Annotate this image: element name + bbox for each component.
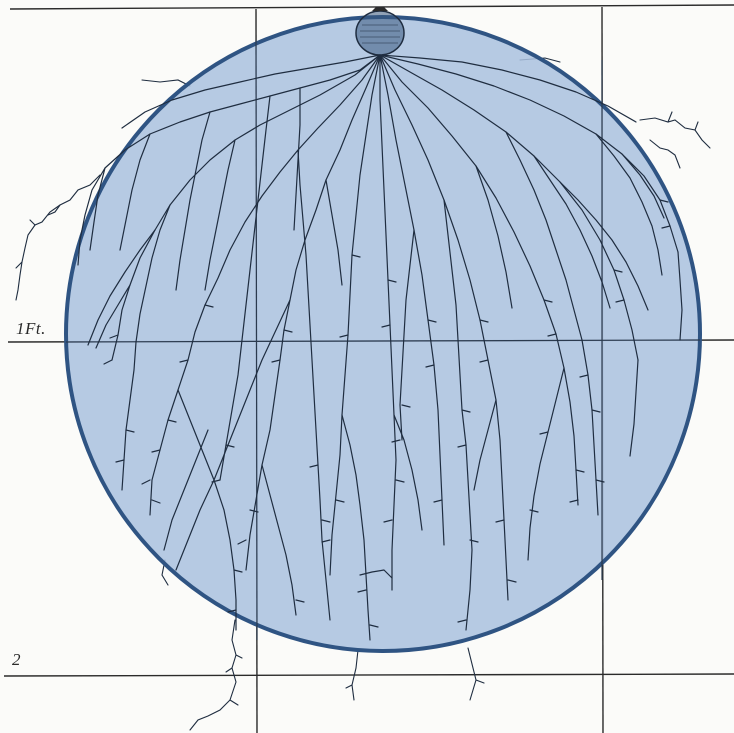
root-system [77,54,683,641]
bulb-hatching [360,24,400,44]
grid-top-line [9,4,734,10]
grid-left-vertical-overlay [255,39,258,641]
grid-1ft-line-overlay [65,339,701,343]
outer-roots [15,57,711,731]
bulb-top [372,7,388,11]
grid-lines-overlay [65,39,701,641]
bulb [355,10,405,56]
depth-label-2ft: 2 [12,650,21,669]
highlight-circle [64,15,702,653]
depth-label-1ft: 1Ft. [16,319,46,338]
grid-2ft-line [3,673,734,677]
